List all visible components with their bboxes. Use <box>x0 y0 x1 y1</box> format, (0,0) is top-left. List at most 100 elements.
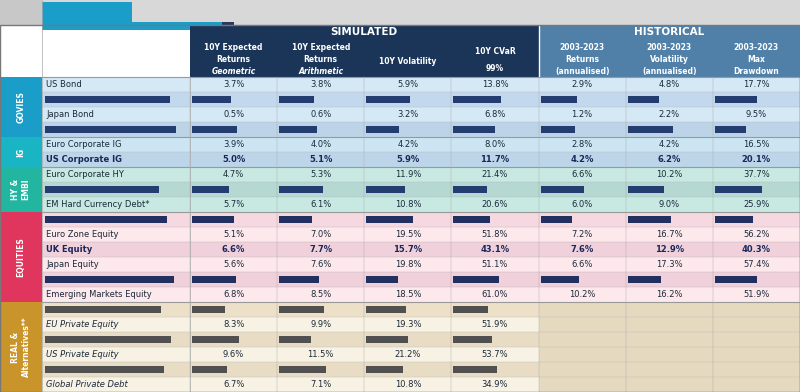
Bar <box>42 257 800 272</box>
Text: 5.1%: 5.1% <box>223 230 244 239</box>
Text: 6.6%: 6.6% <box>571 170 593 179</box>
Bar <box>192 276 235 283</box>
Bar <box>45 216 167 223</box>
Text: Returns: Returns <box>304 55 338 64</box>
Text: 8.0%: 8.0% <box>484 140 506 149</box>
Text: 15.7%: 15.7% <box>394 245 422 254</box>
Text: GOVIES: GOVIES <box>17 91 26 123</box>
Text: 19.8%: 19.8% <box>394 260 421 269</box>
Bar <box>192 366 227 373</box>
Text: 9.5%: 9.5% <box>746 110 767 119</box>
Bar <box>42 122 800 137</box>
Text: 2003-2023: 2003-2023 <box>646 43 692 52</box>
Text: 21.2%: 21.2% <box>394 350 421 359</box>
Text: 10.2%: 10.2% <box>656 170 682 179</box>
Bar <box>0 212 42 302</box>
Text: US Private Equity: US Private Equity <box>46 350 118 359</box>
Text: IG: IG <box>17 147 26 156</box>
Text: Arithmetic: Arithmetic <box>298 67 343 76</box>
Text: 56.2%: 56.2% <box>743 230 770 239</box>
Text: 99%: 99% <box>486 64 504 73</box>
Text: 13.8%: 13.8% <box>482 80 508 89</box>
Text: 4.2%: 4.2% <box>398 140 418 149</box>
Text: 12.9%: 12.9% <box>654 245 684 254</box>
Bar <box>222 22 234 30</box>
Bar <box>192 336 239 343</box>
Bar <box>626 39 713 77</box>
Bar <box>45 306 162 313</box>
Text: 57.4%: 57.4% <box>743 260 770 269</box>
Text: 20.6%: 20.6% <box>482 200 508 209</box>
Bar <box>42 167 800 182</box>
Bar <box>42 242 800 257</box>
Text: 8.3%: 8.3% <box>223 320 244 329</box>
Text: HISTORICAL: HISTORICAL <box>634 27 705 37</box>
Bar <box>713 39 800 77</box>
Text: 10Y Volatility: 10Y Volatility <box>379 57 437 66</box>
Bar <box>0 137 42 167</box>
Bar <box>0 302 42 392</box>
Text: 6.6%: 6.6% <box>222 245 246 254</box>
Text: Euro Corporate HY: Euro Corporate HY <box>46 170 124 179</box>
Text: 6.6%: 6.6% <box>571 260 593 269</box>
Text: 51.1%: 51.1% <box>482 260 508 269</box>
Text: 5.7%: 5.7% <box>223 200 244 209</box>
Text: 5.9%: 5.9% <box>398 80 418 89</box>
Bar <box>42 197 800 212</box>
Bar <box>45 366 164 373</box>
Text: Emerging Markets Equity: Emerging Markets Equity <box>46 290 152 299</box>
Bar <box>454 186 486 193</box>
Bar <box>192 186 229 193</box>
Text: 3.2%: 3.2% <box>398 110 418 119</box>
Text: 2003-2023: 2003-2023 <box>734 43 779 52</box>
Bar <box>538 39 626 77</box>
Bar <box>454 126 495 133</box>
Text: 34.9%: 34.9% <box>482 380 508 389</box>
Text: 4.0%: 4.0% <box>310 140 331 149</box>
Bar <box>42 92 800 107</box>
Text: 10.8%: 10.8% <box>394 380 421 389</box>
Bar <box>454 96 502 103</box>
Bar <box>192 126 238 133</box>
Bar <box>45 126 176 133</box>
Text: REAL &
Alternatives**: REAL & Alternatives** <box>11 317 30 377</box>
Text: (annualised): (annualised) <box>555 67 610 76</box>
Bar <box>366 216 414 223</box>
Bar <box>454 216 490 223</box>
Text: HY &
EMBI: HY & EMBI <box>11 179 30 200</box>
Bar <box>42 347 800 362</box>
Bar <box>628 186 664 193</box>
Bar <box>0 0 800 25</box>
Text: 5.1%: 5.1% <box>309 155 333 164</box>
Bar <box>42 152 800 167</box>
Text: 4.8%: 4.8% <box>658 80 680 89</box>
Bar <box>42 362 800 377</box>
Text: US Corporate IG: US Corporate IG <box>46 155 122 164</box>
Bar <box>541 96 577 103</box>
Bar <box>42 287 800 302</box>
Text: 9.6%: 9.6% <box>223 350 244 359</box>
Bar <box>279 306 325 313</box>
Text: 6.0%: 6.0% <box>571 200 593 209</box>
Text: 19.3%: 19.3% <box>394 320 421 329</box>
Text: 2.8%: 2.8% <box>571 140 593 149</box>
Text: 5.3%: 5.3% <box>310 170 331 179</box>
Bar <box>192 306 225 313</box>
Bar <box>366 96 410 103</box>
Text: 16.2%: 16.2% <box>656 290 682 299</box>
Text: EU Private Equity: EU Private Equity <box>46 320 118 329</box>
Bar <box>451 39 538 77</box>
Text: 6.2%: 6.2% <box>658 155 681 164</box>
Bar <box>0 0 42 25</box>
Text: 16.5%: 16.5% <box>743 140 770 149</box>
Text: 10Y Expected: 10Y Expected <box>204 43 262 52</box>
Text: Euro Corporate IG: Euro Corporate IG <box>46 140 122 149</box>
Text: 7.6%: 7.6% <box>570 245 594 254</box>
Text: 2003-2023: 2003-2023 <box>559 43 605 52</box>
Text: SIMULATED: SIMULATED <box>330 27 398 37</box>
Bar <box>541 216 572 223</box>
Text: 16.7%: 16.7% <box>656 230 682 239</box>
Text: 2.2%: 2.2% <box>658 110 680 119</box>
Bar <box>366 126 399 133</box>
Text: 20.1%: 20.1% <box>742 155 771 164</box>
